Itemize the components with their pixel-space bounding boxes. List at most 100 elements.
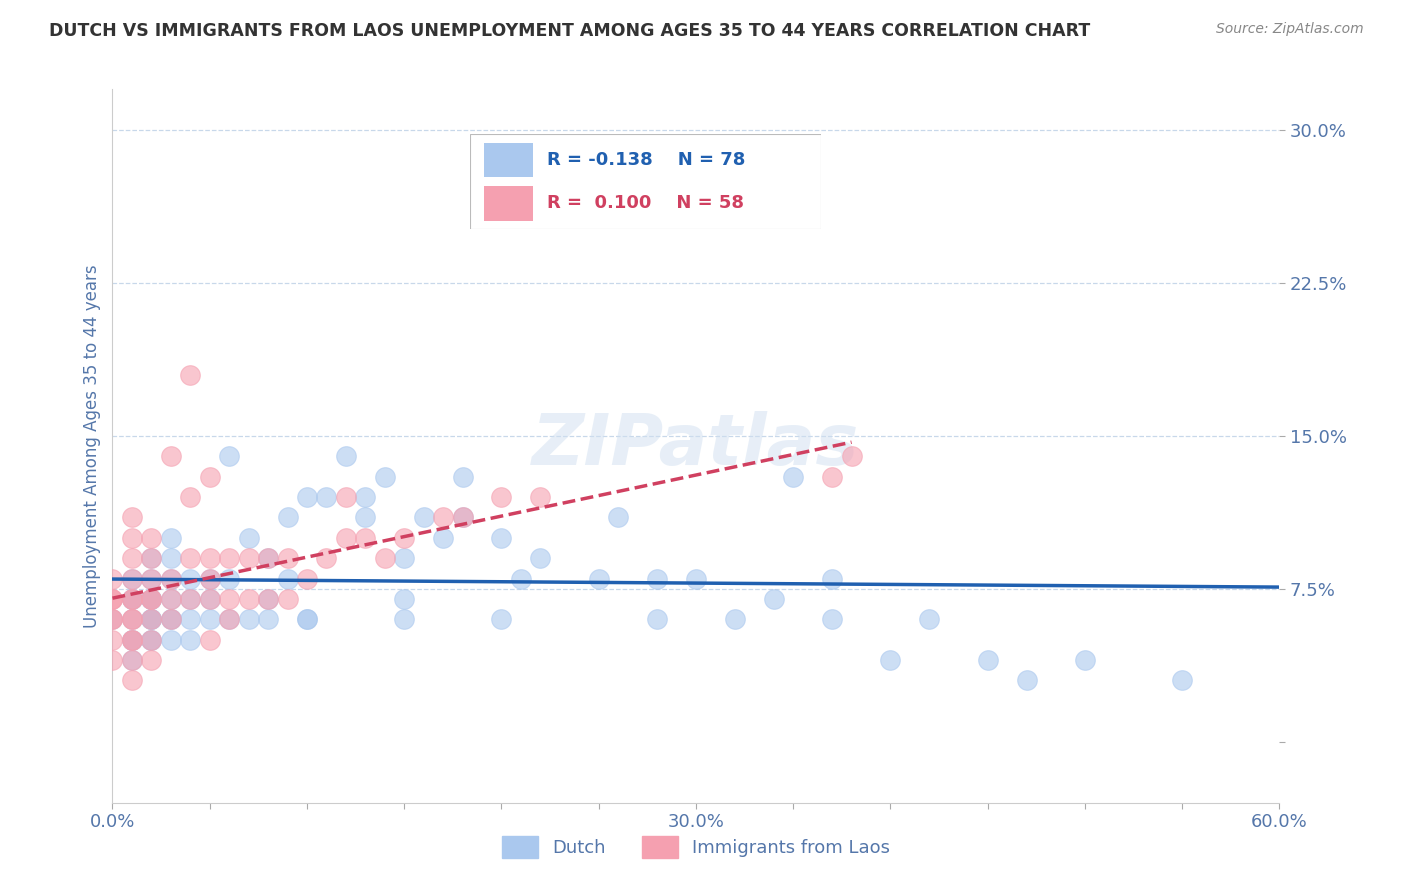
Point [141,551,163,566]
Point [491,612,513,626]
Text: DUTCH VS IMMIGRANTS FROM LAOS UNEMPLOYMENT AMONG AGES 35 TO 44 YEARS CORRELATION: DUTCH VS IMMIGRANTS FROM LAOS UNEMPLOYME… [49,22,1091,40]
Point [141,632,163,647]
Point [354,510,377,524]
Legend: Dutch, Immigrants from Laos: Dutch, Immigrants from Laos [495,829,897,865]
FancyBboxPatch shape [484,186,533,220]
Point [141,591,163,606]
Point [179,591,201,606]
Point [374,551,396,566]
Point [509,572,531,586]
Point [607,510,630,524]
Point [141,572,163,586]
Point [821,612,844,626]
Point [218,612,240,626]
Point [101,612,124,626]
Point [141,591,163,606]
Point [179,632,201,647]
Point [762,591,785,606]
Point [121,591,143,606]
Point [141,531,163,545]
Point [121,591,143,606]
Point [101,591,124,606]
Point [160,612,183,626]
Point [724,612,747,626]
Point [160,572,183,586]
Point [238,531,260,545]
Point [179,612,201,626]
Point [141,572,163,586]
Point [295,612,318,626]
Point [101,572,124,586]
Point [198,591,221,606]
Point [141,612,163,626]
Point [394,591,416,606]
Point [276,551,298,566]
Point [160,531,183,545]
Point [198,551,221,566]
Point [976,653,998,667]
Point [179,591,201,606]
Point [821,572,844,586]
Point [141,632,163,647]
Point [335,531,357,545]
Point [491,531,513,545]
Point [121,572,143,586]
Point [218,612,240,626]
Point [160,612,183,626]
Point [335,449,357,463]
Point [394,551,416,566]
Point [1074,653,1097,667]
Point [354,531,377,545]
Text: ZIPatlas: ZIPatlas [533,411,859,481]
Point [412,510,434,524]
Point [394,612,416,626]
Point [276,510,298,524]
Point [276,591,298,606]
Point [121,632,143,647]
Point [218,449,240,463]
Point [121,551,143,566]
Point [179,490,201,504]
Point [121,591,143,606]
Point [238,612,260,626]
Point [295,572,318,586]
Point [257,551,280,566]
Point [101,591,124,606]
Text: R = -0.138    N = 78: R = -0.138 N = 78 [547,151,745,169]
Point [198,632,221,647]
Point [198,612,221,626]
Point [121,531,143,545]
Point [160,591,183,606]
Point [141,551,163,566]
Point [121,632,143,647]
Point [276,572,298,586]
Point [218,591,240,606]
Point [568,184,591,198]
Point [588,572,610,586]
Point [451,469,474,483]
Point [179,368,201,382]
Point [121,653,143,667]
Point [238,551,260,566]
Point [198,572,221,586]
Point [198,572,221,586]
Point [121,612,143,626]
Point [160,612,183,626]
Point [160,632,183,647]
Point [101,612,124,626]
Point [141,632,163,647]
Point [491,490,513,504]
FancyBboxPatch shape [484,143,533,177]
Point [238,591,260,606]
Point [160,572,183,586]
Point [121,510,143,524]
Point [218,551,240,566]
FancyBboxPatch shape [470,134,821,229]
Point [257,551,280,566]
Point [121,673,143,688]
Point [529,551,551,566]
Point [160,551,183,566]
Point [645,572,668,586]
Point [160,591,183,606]
Point [315,551,337,566]
